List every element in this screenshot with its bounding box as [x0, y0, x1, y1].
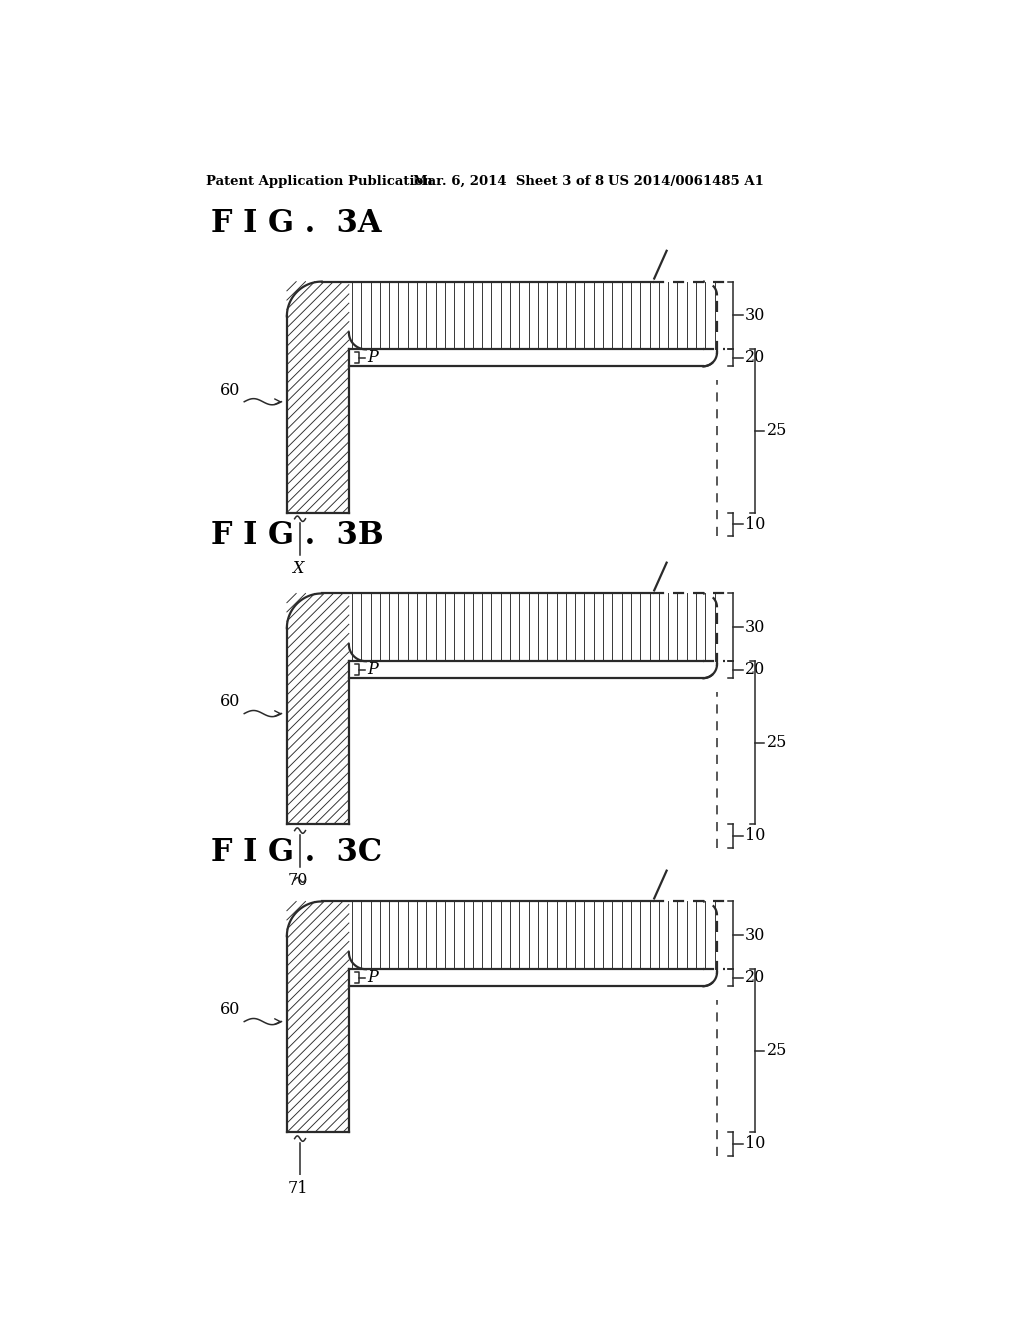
Bar: [349, 969, 717, 986]
Text: F I G .  3A: F I G . 3A: [211, 209, 381, 239]
Text: 25: 25: [767, 1043, 787, 1060]
Bar: [349, 594, 717, 661]
Text: 10: 10: [744, 516, 765, 533]
Bar: [349, 350, 717, 367]
Text: 70: 70: [288, 873, 308, 890]
Bar: [287, 902, 349, 1133]
Bar: [287, 594, 349, 825]
Text: P: P: [368, 350, 378, 367]
Text: Mar. 6, 2014  Sheet 3 of 8: Mar. 6, 2014 Sheet 3 of 8: [414, 176, 604, 187]
Text: 20: 20: [744, 661, 765, 678]
Bar: [349, 281, 717, 350]
Text: US 2014/0061485 A1: US 2014/0061485 A1: [608, 176, 764, 187]
Text: 25: 25: [767, 734, 787, 751]
Text: 10: 10: [744, 1135, 765, 1152]
Text: P: P: [368, 969, 378, 986]
Text: 60: 60: [220, 1002, 241, 1019]
Text: 20: 20: [744, 350, 765, 367]
Text: F I G .  3C: F I G . 3C: [211, 837, 382, 869]
Text: F I G .  3B: F I G . 3B: [211, 520, 384, 552]
Text: 30: 30: [744, 308, 765, 323]
Bar: [287, 281, 349, 512]
Text: 25: 25: [767, 422, 787, 440]
Text: 10: 10: [744, 828, 765, 845]
Text: P: P: [368, 661, 378, 678]
Text: 30: 30: [744, 927, 765, 944]
Text: 60: 60: [220, 381, 241, 399]
Text: Patent Application Publication: Patent Application Publication: [206, 176, 432, 187]
Text: 20: 20: [744, 969, 765, 986]
Text: 30: 30: [744, 619, 765, 636]
Text: X: X: [292, 561, 303, 577]
Bar: [349, 661, 717, 678]
Bar: [349, 902, 717, 969]
Text: 60: 60: [220, 693, 241, 710]
Text: 71: 71: [288, 1180, 308, 1197]
